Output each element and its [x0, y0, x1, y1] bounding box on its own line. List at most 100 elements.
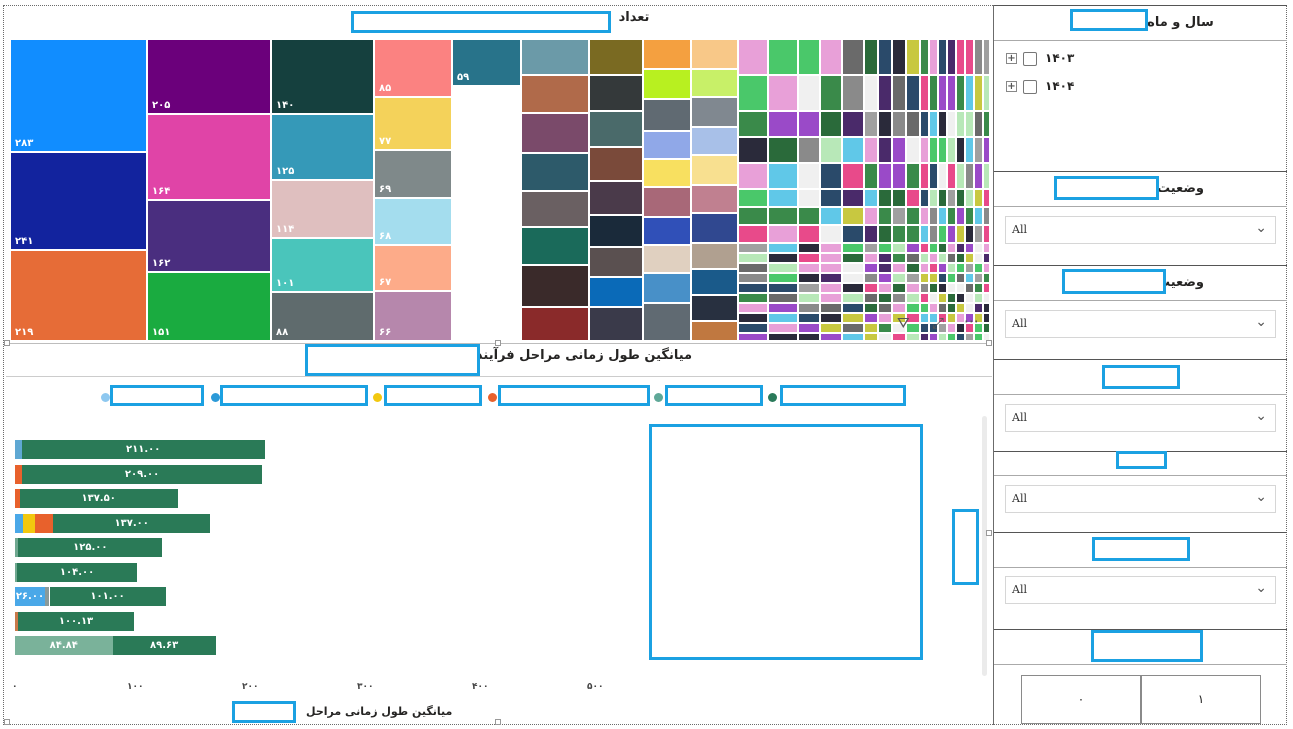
treemap-tile[interactable]	[947, 75, 956, 111]
treemap-tile[interactable]	[842, 273, 864, 283]
treemap-tile[interactable]	[974, 253, 983, 263]
treemap-tile[interactable]	[864, 293, 878, 303]
treemap-tile[interactable]	[878, 283, 892, 293]
treemap-tile[interactable]	[768, 273, 798, 283]
treemap-tile[interactable]	[906, 273, 920, 283]
treemap-tile[interactable]	[589, 307, 643, 341]
treemap-tile[interactable]	[929, 313, 938, 323]
treemap-tile[interactable]	[842, 243, 864, 253]
treemap-tile[interactable]	[892, 137, 906, 163]
treemap-tile[interactable]	[974, 273, 983, 283]
treemap-tile[interactable]	[768, 163, 798, 189]
treemap-tile[interactable]	[589, 111, 643, 147]
treemap-tile[interactable]	[738, 207, 768, 225]
treemap-tile[interactable]	[956, 243, 965, 253]
treemap-tile[interactable]	[974, 225, 983, 243]
treemap-tile[interactable]	[956, 303, 965, 313]
treemap-tile[interactable]	[956, 313, 965, 323]
treemap-tile[interactable]: ۱۰۱	[271, 238, 374, 292]
treemap-tile[interactable]	[842, 75, 864, 111]
treemap-tile[interactable]	[906, 243, 920, 253]
treemap-tile[interactable]	[906, 263, 920, 273]
bar-segment[interactable]	[15, 587, 45, 606]
treemap-tile[interactable]	[878, 207, 892, 225]
treemap-tile[interactable]	[938, 313, 947, 323]
treemap-tile[interactable]	[864, 333, 878, 341]
treemap-tile[interactable]	[521, 113, 589, 153]
treemap-tile[interactable]	[798, 189, 820, 207]
treemap-tile[interactable]	[643, 131, 691, 159]
treemap-tile[interactable]	[589, 181, 643, 215]
treemap-tile[interactable]	[798, 313, 820, 323]
treemap-tile[interactable]	[878, 273, 892, 283]
treemap-tile[interactable]	[864, 303, 878, 313]
treemap-tile[interactable]	[892, 323, 906, 333]
treemap-tile[interactable]	[738, 253, 768, 263]
treemap-tile[interactable]	[878, 303, 892, 313]
bar-segment[interactable]	[17, 562, 137, 582]
treemap-tile[interactable]	[947, 111, 956, 137]
treemap-tile[interactable]	[929, 243, 938, 253]
treemap-tile[interactable]	[768, 39, 798, 75]
treemap-tile[interactable]	[938, 111, 947, 137]
treemap-tile[interactable]	[938, 303, 947, 313]
treemap-tile[interactable]	[738, 303, 768, 313]
treemap-tile[interactable]	[956, 189, 965, 207]
treemap-tile[interactable]: ۲۸۳	[10, 39, 147, 152]
legend-label[interactable]	[780, 385, 906, 406]
treemap-tile[interactable]	[956, 263, 965, 273]
treemap-tile[interactable]	[983, 273, 990, 283]
treemap-tile[interactable]	[768, 313, 798, 323]
treemap-tile[interactable]	[589, 215, 643, 247]
treemap-tile[interactable]	[906, 39, 920, 75]
bar-plot-area[interactable]: ۲۱۱.۰۰ ۲۰۹.۰۰ ۱۳۷.۵۰ ۱۳۷.۰۰ ۱۲۵.۰۰ ۱۰۴.۰۰ ۲۶.۰…	[6, 344, 992, 724]
treemap-tile[interactable]	[798, 273, 820, 283]
treemap-tile[interactable]	[974, 303, 983, 313]
treemap-tile[interactable]	[820, 323, 842, 333]
treemap-tile[interactable]	[738, 39, 768, 75]
treemap-tile[interactable]	[798, 137, 820, 163]
treemap-tile[interactable]	[878, 253, 892, 263]
treemap-tile[interactable]	[878, 243, 892, 253]
treemap-tile[interactable]	[956, 293, 965, 303]
treemap-tile[interactable]	[820, 243, 842, 253]
treemap-tile[interactable]	[974, 207, 983, 225]
treemap-tile[interactable]: ۸۵	[374, 39, 452, 97]
treemap-tile[interactable]	[938, 263, 947, 273]
treemap-tile[interactable]	[974, 137, 983, 163]
treemap-tile[interactable]: ۸۸	[271, 292, 374, 341]
treemap-tile[interactable]	[878, 323, 892, 333]
treemap-tile[interactable]	[842, 207, 864, 225]
status-dropdown[interactable]: All ⌄	[1005, 576, 1276, 604]
treemap-tile[interactable]	[965, 293, 974, 303]
treemap-tile[interactable]	[864, 243, 878, 253]
treemap-tile[interactable]	[798, 163, 820, 189]
treemap-tile[interactable]	[820, 283, 842, 293]
treemap-tile[interactable]	[947, 323, 956, 333]
treemap-tile[interactable]	[842, 189, 864, 207]
treemap-tile[interactable]	[820, 333, 842, 341]
treemap-tile[interactable]	[929, 283, 938, 293]
treemap-tile[interactable]	[521, 265, 589, 307]
treemap-tile[interactable]	[965, 313, 974, 323]
treemap-tile[interactable]	[643, 303, 691, 341]
treemap-tile[interactable]	[947, 243, 956, 253]
treemap-tile[interactable]	[892, 263, 906, 273]
treemap-tile[interactable]	[589, 75, 643, 111]
treemap-tile[interactable]	[768, 253, 798, 263]
treemap-tile[interactable]	[842, 303, 864, 313]
treemap-tile[interactable]	[768, 243, 798, 253]
treemap-tile[interactable]	[878, 313, 892, 323]
treemap-tile[interactable]	[738, 293, 768, 303]
tree-item-1403[interactable]: +۱۴۰۳	[1006, 51, 1074, 69]
treemap-tile[interactable]	[864, 273, 878, 283]
treemap-tile[interactable]	[965, 263, 974, 273]
treemap-tile[interactable]	[521, 307, 589, 341]
bar-segment[interactable]	[15, 464, 22, 484]
more-options-icon[interactable]: ⋯	[964, 312, 979, 330]
tile-option-0[interactable]: ۰	[1021, 675, 1141, 724]
treemap-tile[interactable]	[798, 283, 820, 293]
treemap-tile[interactable]	[798, 243, 820, 253]
treemap-tile[interactable]	[820, 111, 842, 137]
treemap-tile[interactable]	[738, 263, 768, 273]
